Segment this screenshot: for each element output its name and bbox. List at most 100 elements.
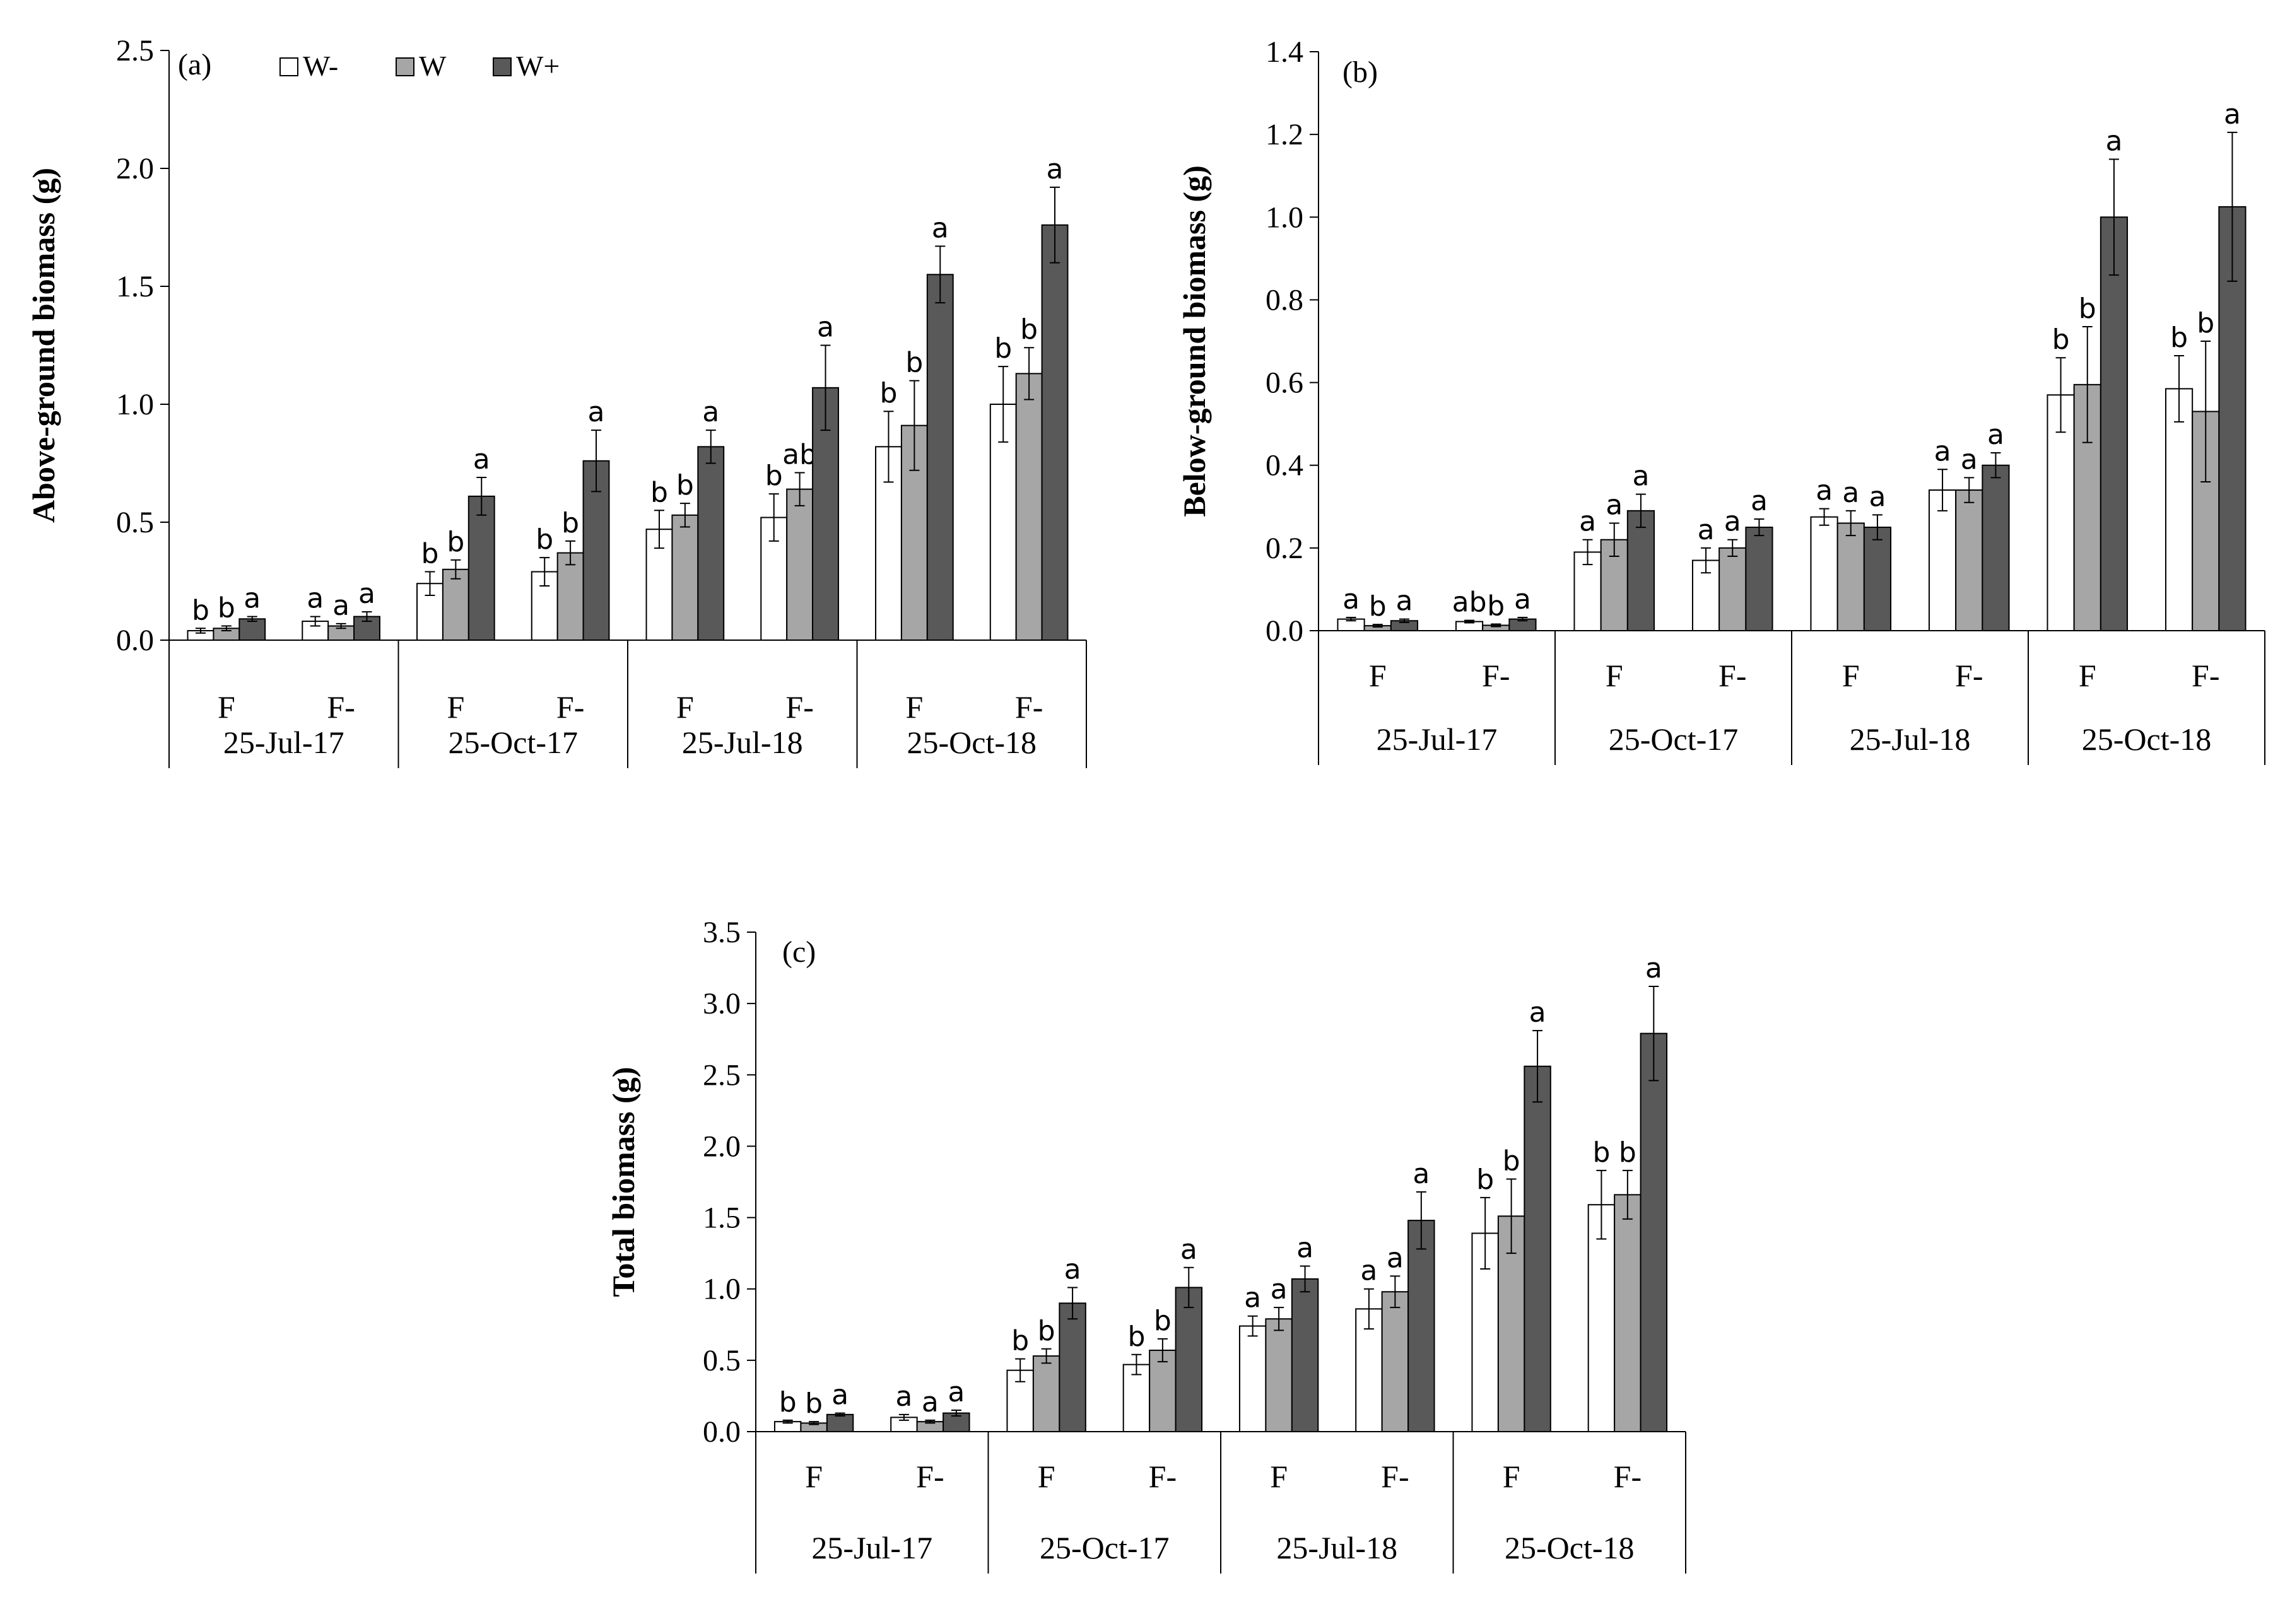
bar [1524,1065,1551,1433]
significance-letter: a [1387,1242,1404,1274]
group-label: 25-Oct-18 [2082,721,2212,757]
significance-letter: b [2197,307,2214,339]
significance-letter: b [1038,1315,1055,1347]
significance-letter: a [1842,477,1859,509]
y-tick-label: 1.4 [1266,35,1303,69]
significance-letter: a [702,396,719,428]
significance-letter: a [2105,125,2122,157]
bar [826,1413,854,1432]
group-label: 25-Jul-17 [1377,721,1498,757]
legend-swatch-w-minus [279,57,298,76]
category-label: F- [1381,1459,1409,1494]
significance-letter: a [1724,506,1741,538]
significance-letter: b [536,523,553,556]
significance-letter: a [932,212,949,244]
bar [1407,1220,1435,1433]
y-tick-label: 0.2 [1266,532,1303,565]
y-tick-label: 0.4 [1266,449,1303,482]
category-label: F- [785,689,813,725]
significance-letter: a [1514,583,1531,616]
significance-letter: b [1503,1145,1520,1177]
y-tick-label: 2.5 [116,34,154,67]
bar [2100,216,2129,631]
legend: W- W W+ [279,50,560,82]
bar [1640,1032,1668,1432]
bar [1041,224,1069,641]
panel-label: (a) [178,48,211,81]
bar [1175,1287,1203,1432]
significance-letter: a [1645,952,1662,984]
y-tick-label: 0.0 [116,624,154,657]
significance-letter: a [948,1376,965,1408]
category-label: F- [1482,658,1510,693]
category-label: F [1270,1459,1288,1494]
significance-letter: b [2079,293,2096,325]
y-tick-label: 0.0 [1266,614,1303,648]
bar [1614,1194,1642,1432]
y-axis-title: Above-ground biomass (g) [26,168,61,523]
significance-letter: a [1342,583,1360,616]
significance-letter: b [1020,313,1038,346]
y-tick-label: 1.2 [1266,118,1303,151]
significance-letter: a [1413,1158,1430,1190]
bar [1291,1278,1319,1432]
significance-letter: a [1360,1255,1377,1287]
group-label: 25-Oct-17 [1040,1530,1170,1565]
bar [926,274,954,641]
significance-letter: a [1395,585,1413,617]
group-label: 25-Oct-17 [449,725,579,760]
y-tick-label: 2.0 [116,152,154,185]
legend-label-w-plus: W+ [516,50,560,82]
significance-letter: b [1619,1136,1636,1169]
significance-letter: b [1369,590,1387,622]
significance-letter: b [218,592,235,624]
y-tick-label: 2.5 [703,1058,741,1092]
bar [1265,1318,1293,1433]
bar [1863,527,1892,631]
y-tick-label: 1.0 [1266,201,1303,234]
significance-letter: b [1476,1164,1494,1196]
category-label: F [1503,1459,1520,1494]
chart-panel-1: 0.0 0.5 1.0 1.5 2.0 2.5 Above-ground biomass (… [26,34,1087,768]
category-label: F- [1614,1459,1642,1494]
significance-letter: a [1698,514,1715,546]
significance-letter: b [1127,1321,1145,1353]
bar [442,568,469,641]
significance-letter: b [1487,590,1505,622]
group-label: 25-Jul-18 [1276,1530,1397,1565]
y-tick-label: 0.5 [703,1344,741,1377]
group-label: 25-Oct-18 [1505,1530,1635,1565]
significance-letter: a [2224,98,2241,131]
significance-letter: b [192,594,209,626]
significance-letter: b [421,538,439,570]
bar [1836,522,1865,631]
significance-letter: b [905,347,923,379]
group-label: 25-Jul-17 [811,1530,932,1565]
category-label: F- [327,689,355,725]
bar [1149,1350,1177,1432]
bar [1032,1355,1060,1433]
category-label: F [2079,658,2096,693]
significance-letter: a [895,1381,912,1413]
significance-letter: a [1244,1282,1261,1314]
bar [1059,1302,1086,1432]
significance-letter: a [1934,435,1951,467]
significance-letter: a [1047,153,1064,185]
category-label: F [1369,658,1387,693]
category-label: F- [916,1459,944,1494]
category-label: F- [1718,658,1746,693]
bar [1745,527,1773,631]
bar [989,404,1017,641]
y-axis-title: Below-ground biomass (g) [1177,165,1212,517]
bar [1810,516,1838,632]
significance-letter: a [473,443,490,476]
group-label: 25-Jul-18 [682,725,803,760]
significance-letter: a [1751,485,1768,517]
y-tick-label: 1.0 [116,388,154,421]
significance-letter: b [1011,1325,1029,1357]
bar [1238,1325,1267,1433]
significance-letter: a [1064,1253,1081,1285]
significance-letter: b [1592,1136,1610,1169]
category-label: F [447,689,464,725]
